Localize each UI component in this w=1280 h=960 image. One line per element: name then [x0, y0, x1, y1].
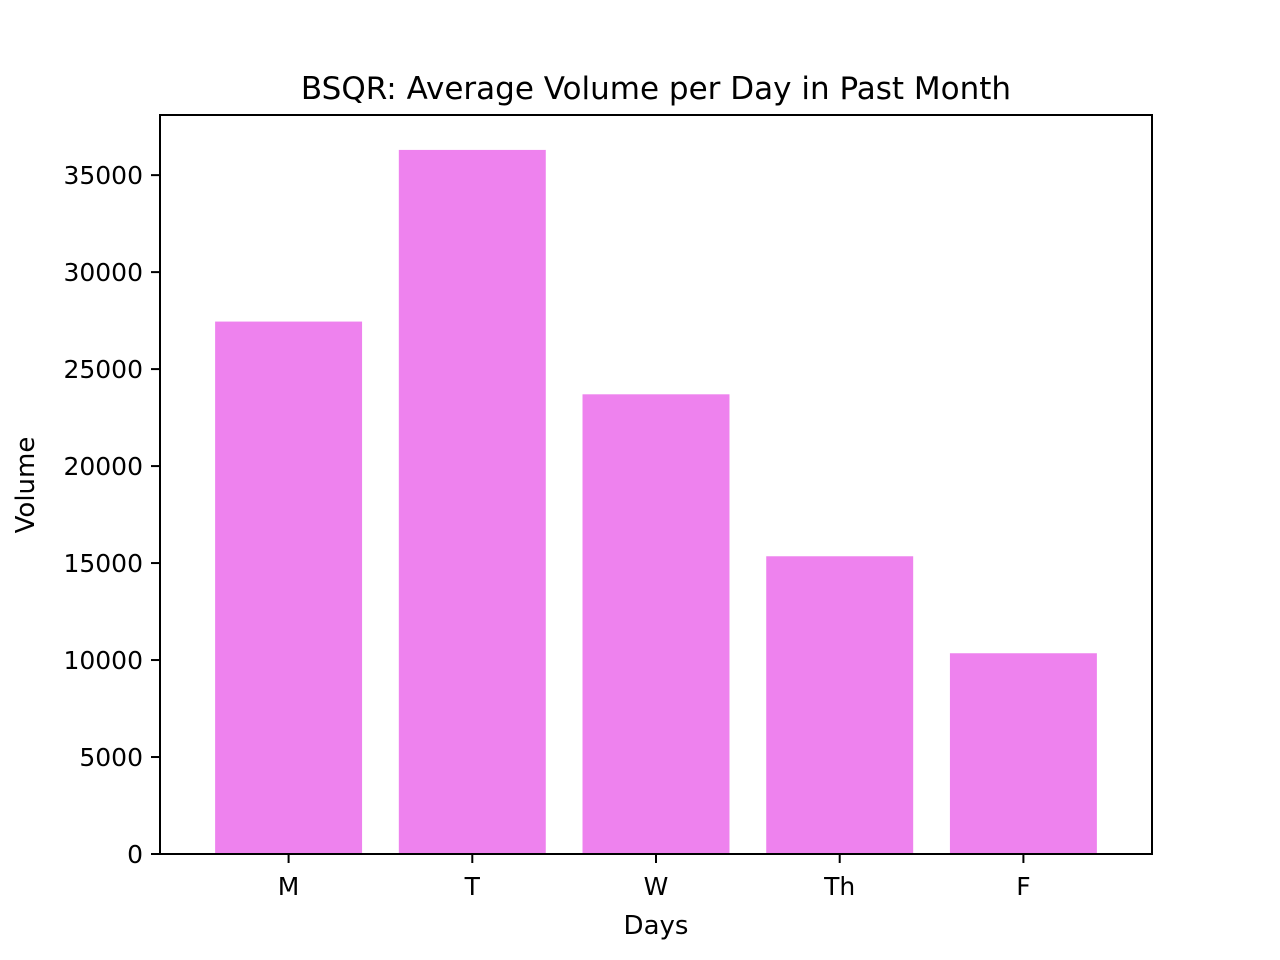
x-tick-label: W: [644, 872, 669, 901]
y-tick-label: 10000: [63, 646, 143, 675]
y-axis-ticks: 0 5000 10000 15000 20000 25000 30000 35000: [63, 161, 160, 869]
plot-frame: [159, 114, 1153, 855]
x-axis-ticks: M T W Th F: [278, 854, 1031, 901]
bar-w: [582, 394, 730, 854]
y-tick-label: 0: [127, 840, 143, 869]
y-tick-label: 5000: [79, 743, 143, 772]
y-tick-label: 15000: [63, 549, 143, 578]
x-tick-label: M: [278, 872, 300, 901]
y-tick-label: 35000: [63, 161, 143, 190]
y-axis-label: Volume: [11, 437, 41, 534]
chart-title: BSQR: Average Volume per Day in Past Mon…: [301, 71, 1011, 107]
bars-group: [215, 149, 1097, 854]
bar-m: [215, 321, 363, 854]
bar-t: [398, 149, 546, 854]
y-tick-label: 25000: [63, 355, 143, 384]
x-tick-label: Th: [823, 872, 855, 901]
bar-f: [949, 653, 1097, 854]
x-tick-label: T: [464, 872, 481, 901]
x-axis-label: Days: [624, 911, 689, 941]
bar-th: [766, 556, 914, 854]
y-tick-label: 20000: [63, 452, 143, 481]
y-tick-label: 30000: [63, 258, 143, 287]
x-tick-label: F: [1016, 872, 1030, 901]
